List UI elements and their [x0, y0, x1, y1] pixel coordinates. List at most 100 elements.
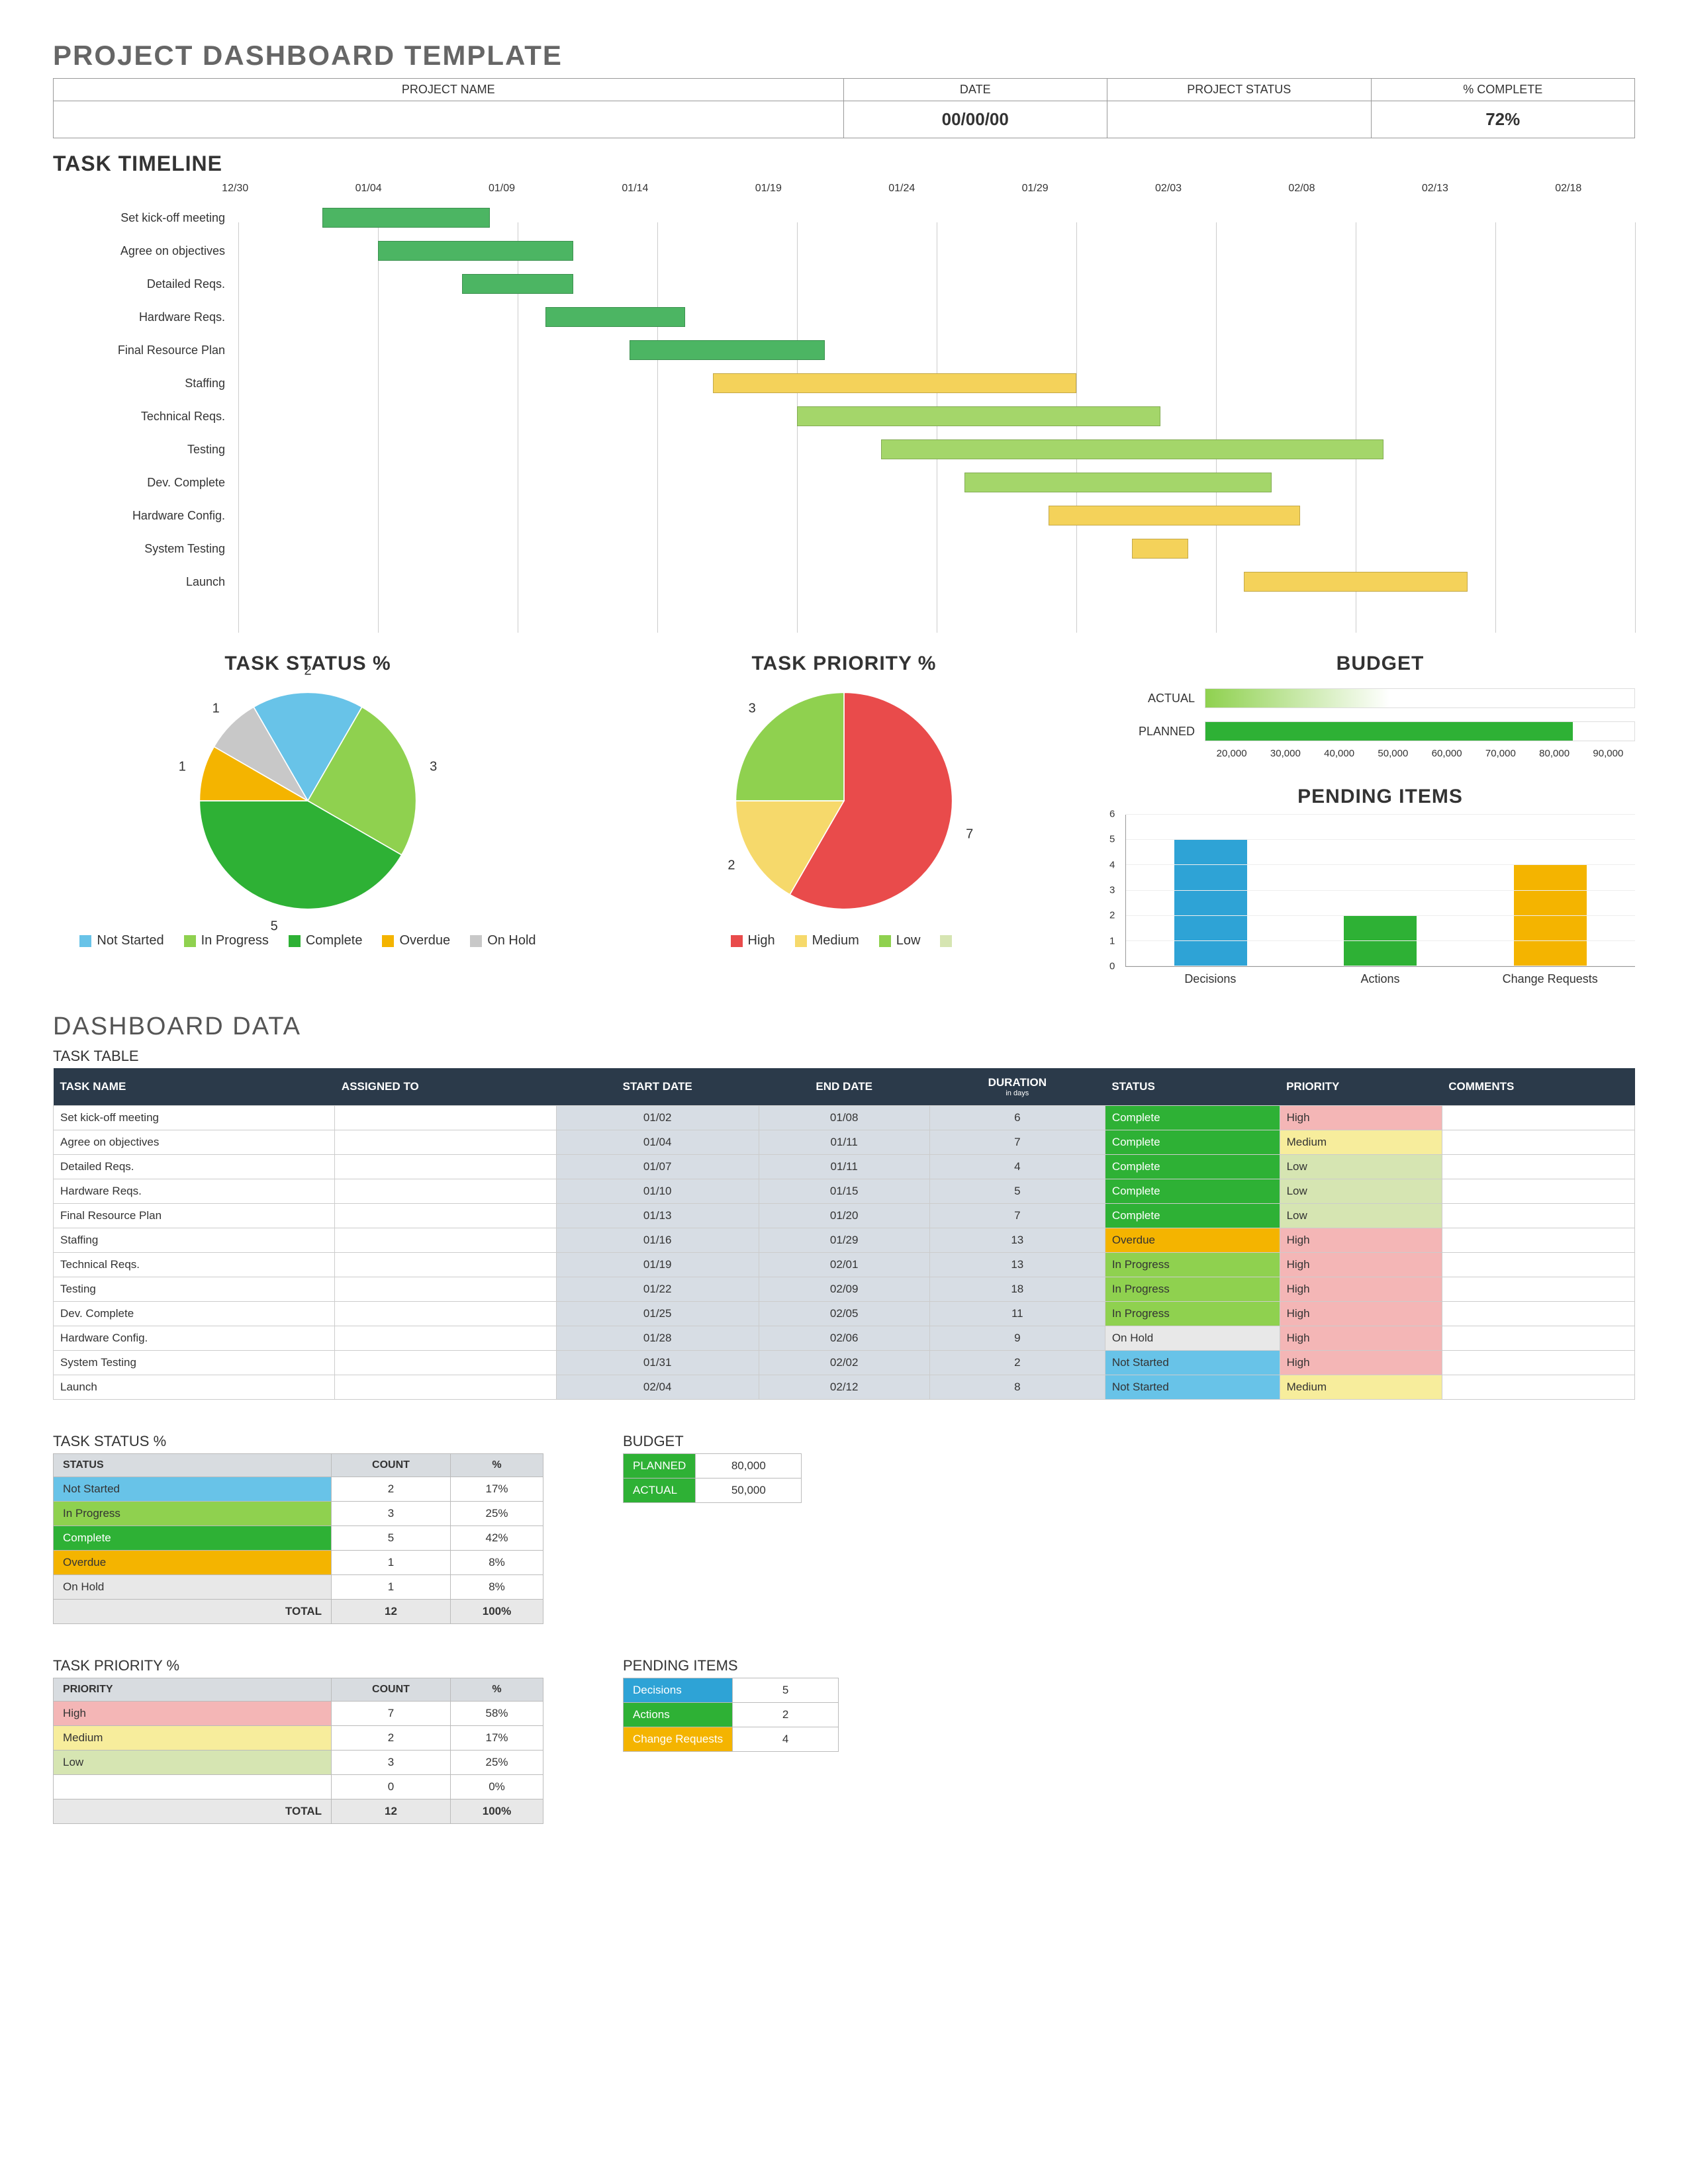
task-table-row: Testing01/2202/0918In ProgressHigh [54, 1277, 1635, 1302]
task-table-row: Detailed Reqs.01/0701/114CompleteLow [54, 1155, 1635, 1179]
summary-row: On Hold18% [54, 1575, 543, 1600]
pie-value-label: 2 [727, 858, 735, 874]
task-table-cell: Medium [1280, 1130, 1442, 1155]
gantt-task-label: Launch [53, 575, 238, 589]
summary-header: COUNT [332, 1454, 451, 1477]
gantt-bar [713, 373, 1076, 393]
pending-ytick: 5 [1109, 834, 1115, 845]
gantt-row: Set kick-off meeting [53, 201, 1635, 234]
summary-header: COUNT [332, 1678, 451, 1702]
gantt-task-label: Technical Reqs. [53, 410, 238, 424]
task-table-cell [335, 1106, 556, 1130]
summary-value-cell: 2 [733, 1703, 839, 1727]
budget-tick: 90,000 [1581, 748, 1635, 759]
task-table-row: Agree on objectives01/0401/117CompleteMe… [54, 1130, 1635, 1155]
task-table-cell [1442, 1155, 1634, 1179]
summary-value-cell: 50,000 [696, 1479, 802, 1503]
pending-bar-label: Actions [1322, 972, 1439, 986]
legend-swatch [382, 935, 394, 947]
task-table-cell: 8 [929, 1375, 1105, 1400]
gantt-bar [462, 274, 574, 294]
summary-row: Complete542% [54, 1526, 543, 1551]
task-table-cell: On Hold [1105, 1326, 1280, 1351]
task-table-cell: High [1280, 1277, 1442, 1302]
summary-row: Change Requests4 [624, 1727, 839, 1752]
task-table-header: TASK NAME [54, 1068, 335, 1106]
summary-pct-cell: 8% [451, 1575, 543, 1600]
summary-count-cell: 1 [332, 1575, 451, 1600]
task-table-cell [1442, 1375, 1634, 1400]
pct-complete-value: 72% [1372, 101, 1635, 138]
task-table-cell: 01/28 [556, 1326, 759, 1351]
task-table-cell: 11 [929, 1302, 1105, 1326]
summary-label-cell [54, 1775, 332, 1799]
pending-ytick: 4 [1109, 859, 1115, 870]
pending-summary-table: Decisions5Actions2Change Requests4 [623, 1678, 839, 1752]
summary-row: In Progress325% [54, 1502, 543, 1526]
legend-label: Complete [306, 933, 363, 948]
task-table-cell: Complete [1105, 1106, 1280, 1130]
pending-ytick: 2 [1109, 910, 1115, 921]
task-table-cell [1442, 1302, 1634, 1326]
task-table-cell: 01/22 [556, 1277, 759, 1302]
task-table-cell: High [1280, 1302, 1442, 1326]
status-summary-title: TASK STATUS % [53, 1433, 543, 1450]
task-table-cell: Technical Reqs. [54, 1253, 335, 1277]
budget-tick: 30,000 [1258, 748, 1312, 759]
summary-label-cell: Actions [624, 1703, 733, 1727]
task-table-cell [1442, 1277, 1634, 1302]
task-table-cell [335, 1351, 556, 1375]
task-table-header: STATUS [1105, 1068, 1280, 1106]
task-table-cell: 02/02 [759, 1351, 929, 1375]
pie-value-label: 1 [212, 702, 220, 717]
task-table-cell: 01/15 [759, 1179, 929, 1204]
summary-label-cell: Overdue [54, 1551, 332, 1575]
gantt-row: Technical Reqs. [53, 400, 1635, 433]
summary-label-cell: In Progress [54, 1502, 332, 1526]
gantt-bar [1132, 539, 1188, 559]
summary-header: STATUS [54, 1454, 332, 1477]
date-value[interactable]: 00/00/00 [844, 101, 1107, 138]
budget-tick: 50,000 [1366, 748, 1420, 759]
task-table-cell: 02/04 [556, 1375, 759, 1400]
gantt-row: Detailed Reqs. [53, 267, 1635, 300]
task-table-row: Set kick-off meeting01/0201/086CompleteH… [54, 1106, 1635, 1130]
task-table-cell: Complete [1105, 1179, 1280, 1204]
task-table-cell: Complete [1105, 1204, 1280, 1228]
task-table-cell: High [1280, 1326, 1442, 1351]
project-name-value[interactable] [54, 101, 843, 134]
task-table-cell [1442, 1228, 1634, 1253]
task-table-cell: Overdue [1105, 1228, 1280, 1253]
task-table-cell: 01/10 [556, 1179, 759, 1204]
pie-value-label: 3 [430, 760, 437, 775]
gantt-task-label: Testing [53, 443, 238, 457]
status-value[interactable] [1107, 101, 1371, 134]
gantt-row: Dev. Complete [53, 466, 1635, 499]
pending-ytick: 0 [1109, 961, 1115, 972]
summary-count-cell: 7 [332, 1702, 451, 1726]
gantt-tick: 01/19 [702, 183, 835, 195]
task-table-cell: Launch [54, 1375, 335, 1400]
task-table-cell: In Progress [1105, 1302, 1280, 1326]
task-table-cell: 01/19 [556, 1253, 759, 1277]
summary-pct-cell: 17% [451, 1477, 543, 1502]
task-table-cell: Agree on objectives [54, 1130, 335, 1155]
pie-value-label: 7 [966, 827, 973, 842]
summary-row: Overdue18% [54, 1551, 543, 1575]
task-table-cell: Not Started [1105, 1351, 1280, 1375]
task-table-cell [1442, 1253, 1634, 1277]
task-table-cell: 02/05 [759, 1302, 929, 1326]
gantt-row: Staffing [53, 367, 1635, 400]
task-table-header: COMMENTS [1442, 1068, 1634, 1106]
task-table-cell [335, 1204, 556, 1228]
task-table-cell: Low [1280, 1155, 1442, 1179]
task-table-cell: 01/08 [759, 1106, 929, 1130]
task-priority-pie: TASK PRIORITY % 723 HighMediumLow [589, 653, 1099, 986]
summary-pct-cell: 25% [451, 1751, 543, 1775]
summary-row: High758% [54, 1702, 543, 1726]
gantt-row: Final Resource Plan [53, 334, 1635, 367]
pending-bar-label: Decisions [1152, 972, 1269, 986]
task-table-cell: Staffing [54, 1228, 335, 1253]
summary-label-cell: Not Started [54, 1477, 332, 1502]
gantt-bar [545, 307, 685, 327]
